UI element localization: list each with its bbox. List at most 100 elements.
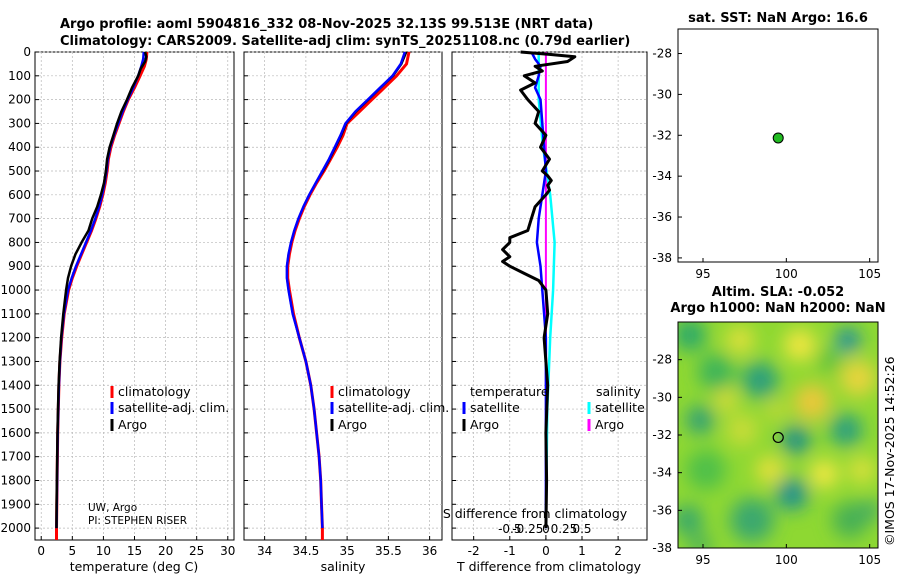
sst-map-box	[677, 28, 879, 263]
sla-blob	[794, 384, 830, 420]
y-tick-label: 600	[8, 188, 31, 202]
sla-blob	[776, 478, 808, 510]
legend-label-s-satellite: satellite	[595, 400, 645, 415]
sla-blob	[782, 426, 810, 454]
sla-blob	[698, 354, 734, 390]
credit-line-1: UW, Argo	[88, 502, 137, 514]
y-tick-label: -28	[652, 353, 672, 367]
difference-xlabel: T difference from climatology	[456, 559, 642, 574]
sla-blob	[742, 362, 778, 398]
y-tick-label: 0	[23, 45, 31, 59]
x-tick-label: 5	[68, 544, 76, 558]
y-tick-label: 1300	[0, 354, 31, 368]
sla-map-title-2: Argo h1000: NaN h2000: NaN	[670, 301, 885, 316]
sla-map: Altim. SLA: -0.052 Argo h1000: NaN h2000…	[652, 285, 885, 567]
series-t-argo	[501, 50, 577, 529]
series-t-satellite	[530, 51, 548, 529]
sla-map-title-1: Altim. SLA: -0.052	[712, 285, 844, 300]
legend-label-climatology: climatology	[118, 384, 191, 399]
s-tick-label: 0	[542, 522, 550, 536]
sla-blob	[688, 533, 712, 548]
sla-blob	[766, 400, 786, 420]
credit-line-2: PI: STEPHEN RISER	[88, 515, 187, 527]
x-tick-label: 35.5	[375, 544, 402, 558]
sla-blob	[678, 505, 703, 535]
sla-blob	[830, 414, 862, 446]
sla-blob	[784, 329, 816, 361]
legend-label-t-argo: Argo	[470, 417, 499, 432]
y-tick-label: -30	[652, 390, 672, 404]
sla-blob	[726, 414, 758, 446]
x-tick-label: 25	[189, 544, 204, 558]
sla-blob	[840, 360, 876, 396]
y-tick-label: -38	[652, 541, 672, 555]
y-tick-label: 500	[8, 164, 31, 178]
x-tick-label: 0	[542, 544, 550, 558]
salinity-panel: 34 34.5 35 35.5 36 salinity climatology sate…	[243, 51, 449, 574]
x-tick-label: -1	[504, 544, 516, 558]
sla-blob	[818, 348, 842, 372]
sla-blob	[832, 502, 868, 538]
series-satellite-adj	[285, 51, 407, 529]
legend-label-satellite: satellite-adj. clim.	[338, 400, 449, 415]
s-tick-label: -0.25	[512, 522, 543, 536]
sla-field	[678, 322, 878, 548]
y-tick-label: 900	[8, 259, 31, 273]
y-tick-label: 800	[8, 235, 31, 249]
legend-label-climatology: climatology	[338, 384, 411, 399]
y-tick-label: -32	[652, 128, 672, 142]
y-tick-label: 1200	[0, 331, 31, 345]
y-tick-label: 300	[8, 116, 31, 130]
y-tick-label: -32	[652, 428, 672, 442]
x-tick-label: 105	[858, 267, 881, 281]
y-tick-label: -34	[652, 169, 672, 183]
x-tick-label: 15	[127, 544, 142, 558]
y-tick-label: -34	[652, 466, 672, 480]
s-tick-label: 0.25	[551, 522, 578, 536]
title-line-1: Argo profile: aoml 5904816_332 08-Nov-20…	[60, 17, 593, 32]
x-tick-label: 34.5	[293, 544, 320, 558]
x-tick-label: 30	[220, 544, 235, 558]
y-tick-label: 1400	[0, 378, 31, 392]
x-tick-label: 105	[858, 553, 881, 567]
legend-title-temperature: temperature	[470, 384, 549, 399]
y-tick-label: 1800	[0, 473, 31, 487]
salinity-xlabel: salinity	[321, 559, 366, 574]
sla-blob	[848, 456, 876, 484]
x-tick-label: 95	[695, 267, 710, 281]
x-tick-label: -2	[468, 544, 480, 558]
title-line-2: Climatology: CARS2009. Satellite-adj cli…	[60, 34, 630, 49]
temperature-legend: climatology satellite-adj. clim. Argo	[110, 384, 229, 432]
y-tick-label: 200	[8, 93, 31, 107]
salinity-axes-box	[243, 51, 443, 541]
difference-legend: temperature satellite Argo salinity sate…	[462, 384, 645, 432]
sla-blob	[730, 498, 774, 542]
x-tick-label: 2	[614, 544, 622, 558]
x-tick-label: 95	[695, 553, 710, 567]
x-tick-label: 0	[37, 544, 45, 558]
temperature-xlabel: temperature (deg C)	[70, 559, 199, 574]
y-tick-label: 700	[8, 212, 31, 226]
legend-label-s-argo: Argo	[595, 417, 624, 432]
series-argo	[55, 51, 148, 529]
x-tick-label: 100	[775, 553, 798, 567]
s-tick-label: -0.5	[498, 522, 521, 536]
y-tick-label: -38	[652, 251, 672, 265]
temperature-panel: 0100200300400500600700800900100011001200…	[0, 45, 235, 574]
difference-axes-box	[451, 51, 648, 541]
y-tick-label: 400	[8, 140, 31, 154]
legend-label-argo: Argo	[118, 417, 147, 432]
x-tick-label: 35	[339, 544, 354, 558]
difference-xlabel-top: S difference from climatology	[443, 506, 628, 521]
y-tick-label: -36	[652, 210, 672, 224]
y-tick-label: 1100	[0, 307, 31, 321]
sla-blob	[836, 328, 860, 352]
legend-label-t-satellite: satellite	[470, 400, 520, 415]
argo-position-marker	[772, 132, 784, 144]
sla-blob	[810, 460, 838, 488]
sla-blob	[686, 450, 726, 490]
legend-label-argo: Argo	[338, 417, 367, 432]
x-tick-label: 20	[158, 544, 173, 558]
sla-blob	[686, 406, 714, 434]
